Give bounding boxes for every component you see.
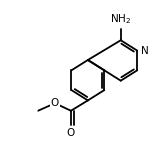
Text: N: N: [141, 46, 149, 56]
Text: methyl: methyl: [2, 106, 38, 116]
Text: O: O: [67, 128, 75, 138]
Text: NH$_2$: NH$_2$: [110, 12, 131, 26]
Text: O: O: [51, 98, 59, 108]
